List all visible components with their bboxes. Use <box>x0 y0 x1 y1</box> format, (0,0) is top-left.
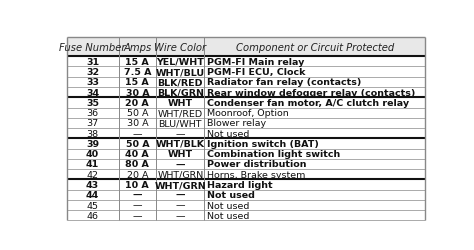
Text: Radiator fan relay (contacts): Radiator fan relay (contacts) <box>208 78 362 87</box>
Text: Not used: Not used <box>208 190 255 200</box>
Text: —: — <box>175 211 185 220</box>
Text: 10 A: 10 A <box>126 180 149 189</box>
Text: 45: 45 <box>87 201 99 210</box>
Text: Moonroof, Option: Moonroof, Option <box>208 109 289 118</box>
Text: —: — <box>175 190 185 200</box>
Text: Not used: Not used <box>208 129 250 138</box>
Text: Not used: Not used <box>208 201 250 210</box>
Text: 40: 40 <box>86 150 99 158</box>
Bar <box>66 180 425 190</box>
Bar <box>66 108 425 118</box>
Text: BLK/RED: BLK/RED <box>157 78 203 87</box>
Text: 41: 41 <box>86 160 99 169</box>
Text: 40 A: 40 A <box>126 150 149 158</box>
Text: Ignition switch (BAT): Ignition switch (BAT) <box>208 140 319 148</box>
Text: WHT: WHT <box>168 98 193 108</box>
Text: —: — <box>175 160 185 169</box>
Text: Component or Circuit Protected: Component or Circuit Protected <box>236 42 394 52</box>
Text: WHT/BLU: WHT/BLU <box>156 68 205 77</box>
Text: Condenser fan motor, A/C clutch relay: Condenser fan motor, A/C clutch relay <box>208 98 410 108</box>
Text: 15 A: 15 A <box>126 78 149 87</box>
Text: 30 A: 30 A <box>126 88 149 97</box>
Text: 50 A: 50 A <box>126 140 149 148</box>
Bar <box>66 118 425 128</box>
Text: 80 A: 80 A <box>126 160 149 169</box>
Text: Hazard light: Hazard light <box>208 180 273 189</box>
Text: —: — <box>175 129 185 138</box>
Text: 36: 36 <box>86 109 99 118</box>
Text: 34: 34 <box>86 88 99 97</box>
Text: Combination light switch: Combination light switch <box>208 150 341 158</box>
Text: 39: 39 <box>86 140 99 148</box>
Text: 43: 43 <box>86 180 99 189</box>
Text: —: — <box>133 211 142 220</box>
Text: 20 A: 20 A <box>126 98 149 108</box>
Text: 7.5 A: 7.5 A <box>124 68 151 77</box>
Text: 42: 42 <box>87 170 99 179</box>
Bar <box>66 210 425 220</box>
Text: YEL/WHT: YEL/WHT <box>156 58 204 66</box>
Bar <box>66 128 425 139</box>
Bar <box>66 57 425 67</box>
Text: 15 A: 15 A <box>126 58 149 66</box>
Text: —: — <box>175 201 185 210</box>
Text: WHT/BLK: WHT/BLK <box>156 140 205 148</box>
Text: PGM-FI ECU, Clock: PGM-FI ECU, Clock <box>208 68 306 77</box>
Text: 31: 31 <box>86 58 99 66</box>
Text: Amps: Amps <box>123 42 152 52</box>
Text: 46: 46 <box>87 211 99 220</box>
Text: —: — <box>133 201 142 210</box>
Text: —: — <box>133 190 142 200</box>
Bar <box>66 139 425 149</box>
Text: Wire Color: Wire Color <box>154 42 206 52</box>
Text: 44: 44 <box>86 190 99 200</box>
Bar <box>66 78 425 88</box>
Text: Fuse Number: Fuse Number <box>59 42 126 52</box>
Text: BLU/WHT: BLU/WHT <box>159 119 202 128</box>
Bar <box>66 38 425 57</box>
Text: Blower relay: Blower relay <box>208 119 266 128</box>
Bar <box>66 98 425 108</box>
Text: 33: 33 <box>86 78 99 87</box>
Text: Horns, Brake system: Horns, Brake system <box>208 170 306 179</box>
Bar <box>66 67 425 78</box>
Text: WHT/GRN: WHT/GRN <box>155 180 206 189</box>
Text: —: — <box>133 129 142 138</box>
Text: WHT/RED: WHT/RED <box>158 109 203 118</box>
Text: BLK/GRN: BLK/GRN <box>157 88 204 97</box>
Bar <box>66 190 425 200</box>
Text: 38: 38 <box>86 129 99 138</box>
Bar <box>66 88 425 98</box>
Bar <box>66 149 425 159</box>
Text: 50 A: 50 A <box>127 109 148 118</box>
Text: Not used: Not used <box>208 211 250 220</box>
Text: Rear window defogger relay (contacts): Rear window defogger relay (contacts) <box>208 88 416 97</box>
Text: PGM-FI Main relay: PGM-FI Main relay <box>208 58 305 66</box>
Text: 37: 37 <box>86 119 99 128</box>
Text: 20 A: 20 A <box>127 170 148 179</box>
Text: 30 A: 30 A <box>127 119 148 128</box>
Bar <box>66 170 425 180</box>
Text: 32: 32 <box>86 68 99 77</box>
Text: 35: 35 <box>86 98 99 108</box>
Text: WHT/GRN: WHT/GRN <box>157 170 203 179</box>
Bar <box>66 159 425 170</box>
Text: Power distribution: Power distribution <box>208 160 307 169</box>
Bar <box>66 200 425 210</box>
Text: WHT: WHT <box>168 150 193 158</box>
